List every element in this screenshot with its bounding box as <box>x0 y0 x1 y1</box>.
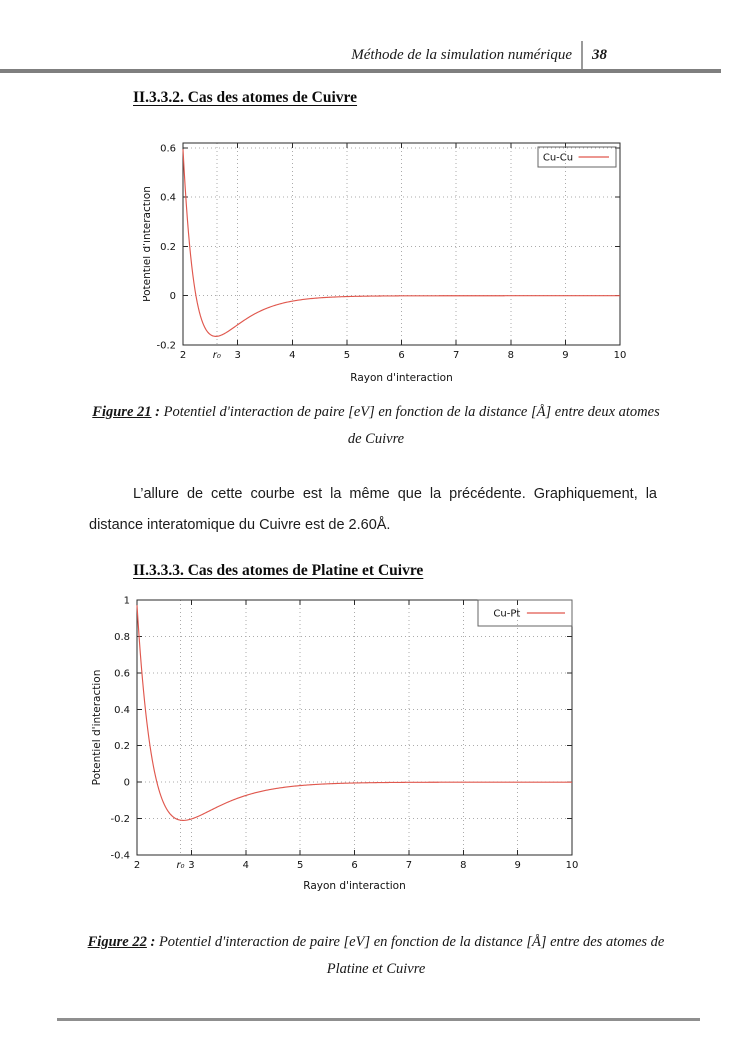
y-tick-label: 1 <box>124 596 130 607</box>
x-tick-label: 3 <box>234 350 240 361</box>
x-tick-label: 6 <box>398 350 404 361</box>
x-tick-label: 4 <box>243 860 249 871</box>
x-tick-label: 10 <box>614 350 627 361</box>
legend-box <box>537 146 617 168</box>
section-heading-cuivre: II.3.3.2. Cas des atomes de Cuivre <box>133 89 358 106</box>
y-tick-label: -0.4 <box>110 851 130 862</box>
figure21-sep: : <box>151 404 164 420</box>
cu-cu-plot: 2 3 4 5 6 7 8 9 10 -0.2 0 0.2 0.4 0.6 r₀ Cu-Cu Rayon d'i… <box>141 142 627 384</box>
legend-box <box>477 599 573 627</box>
x-tick-label: 9 <box>514 860 520 871</box>
x-tick-label: 4 <box>289 350 295 361</box>
x-tick-label: 3 <box>188 860 194 871</box>
y-tick-label: 0.2 <box>114 741 130 752</box>
x-axis-title: Rayon d'interaction <box>350 372 452 384</box>
x-tick-label: 5 <box>297 860 303 871</box>
x-tick-label: 8 <box>460 860 466 871</box>
x-tick-label: 6 <box>351 860 357 871</box>
x-axis-title: Rayon d'interaction <box>303 880 405 892</box>
x-tick-label: 9 <box>562 350 568 361</box>
y-tick-label: 0.4 <box>160 193 176 204</box>
legend-label: Cu-Pt <box>493 609 520 620</box>
legend-label: Cu-Cu <box>543 153 573 164</box>
y-tick-label: 0.4 <box>114 705 130 716</box>
figure21-caption: Figure 21 : Potentiel d'interaction de p… <box>85 399 667 453</box>
y-tick-label: 0 <box>124 778 130 789</box>
x-tick-label: 7 <box>406 860 412 871</box>
header-title: Méthode de la simulation numérique <box>351 46 572 63</box>
figure22-caption: Figure 22 : Potentiel d'interaction de p… <box>85 929 667 983</box>
figure21-label: Figure 21 <box>92 404 152 420</box>
page-header: Méthode de la simulation numérique 38 <box>351 41 607 69</box>
r0-label: r₀ <box>176 860 184 871</box>
footer-rule <box>57 1018 700 1021</box>
figure22-chart: 2 3 4 5 6 7 8 9 10 -0.4 -0.2 0 0.2 0.4 0.6 0.8 1 r₀ Cu-Pt R… <box>90 592 600 897</box>
cu-pt-plot: 2 3 4 5 6 7 8 9 10 -0.4 -0.2 0 0.2 0.4 0.6 0.8 1 r₀ Cu-Pt R… <box>91 596 579 893</box>
x-tick-label: 2 <box>134 860 140 871</box>
y-axis-title: Potentiel d'interaction <box>143 186 153 302</box>
y-tick-label: 0.6 <box>160 143 176 154</box>
figure22-label: Figure 22 <box>87 934 147 950</box>
header-divider <box>581 41 583 69</box>
x-tick-label: 5 <box>344 350 350 361</box>
y-tick-label: 0 <box>170 291 176 302</box>
x-tick-label: 8 <box>508 350 514 361</box>
figure21-chart: 2 3 4 5 6 7 8 9 10 -0.2 0 0.2 0.4 0.6 r₀ Cu-Cu Rayon d'i… <box>141 135 648 392</box>
figure21-text: Potentiel d'interaction de paire [eV] en… <box>163 404 660 447</box>
body-paragraph: L’allure de cette courbe est la même que… <box>89 486 657 533</box>
y-tick-label: 0.2 <box>160 242 176 253</box>
y-tick-label: 0.6 <box>114 668 130 679</box>
section-heading-platine-cuivre: II.3.3.3. Cas des atomes de Platine et C… <box>133 562 424 579</box>
potential-curve <box>136 605 572 821</box>
header-rule <box>0 69 721 73</box>
r0-label: r₀ <box>213 350 221 361</box>
x-tick-label: 2 <box>180 350 186 361</box>
y-tick-label: -0.2 <box>156 341 176 352</box>
x-tick-label: 10 <box>566 860 579 871</box>
potential-curve <box>182 149 620 337</box>
page-number: 38 <box>592 46 607 63</box>
y-axis-title: Potentiel d'interaction <box>91 670 103 786</box>
figure22-sep: : <box>146 934 159 950</box>
y-tick-label: 0.8 <box>114 632 130 643</box>
figure22-text: Potentiel d'interaction de paire [eV] en… <box>158 934 665 977</box>
y-tick-label: -0.2 <box>110 814 130 825</box>
x-tick-label: 7 <box>453 350 459 361</box>
